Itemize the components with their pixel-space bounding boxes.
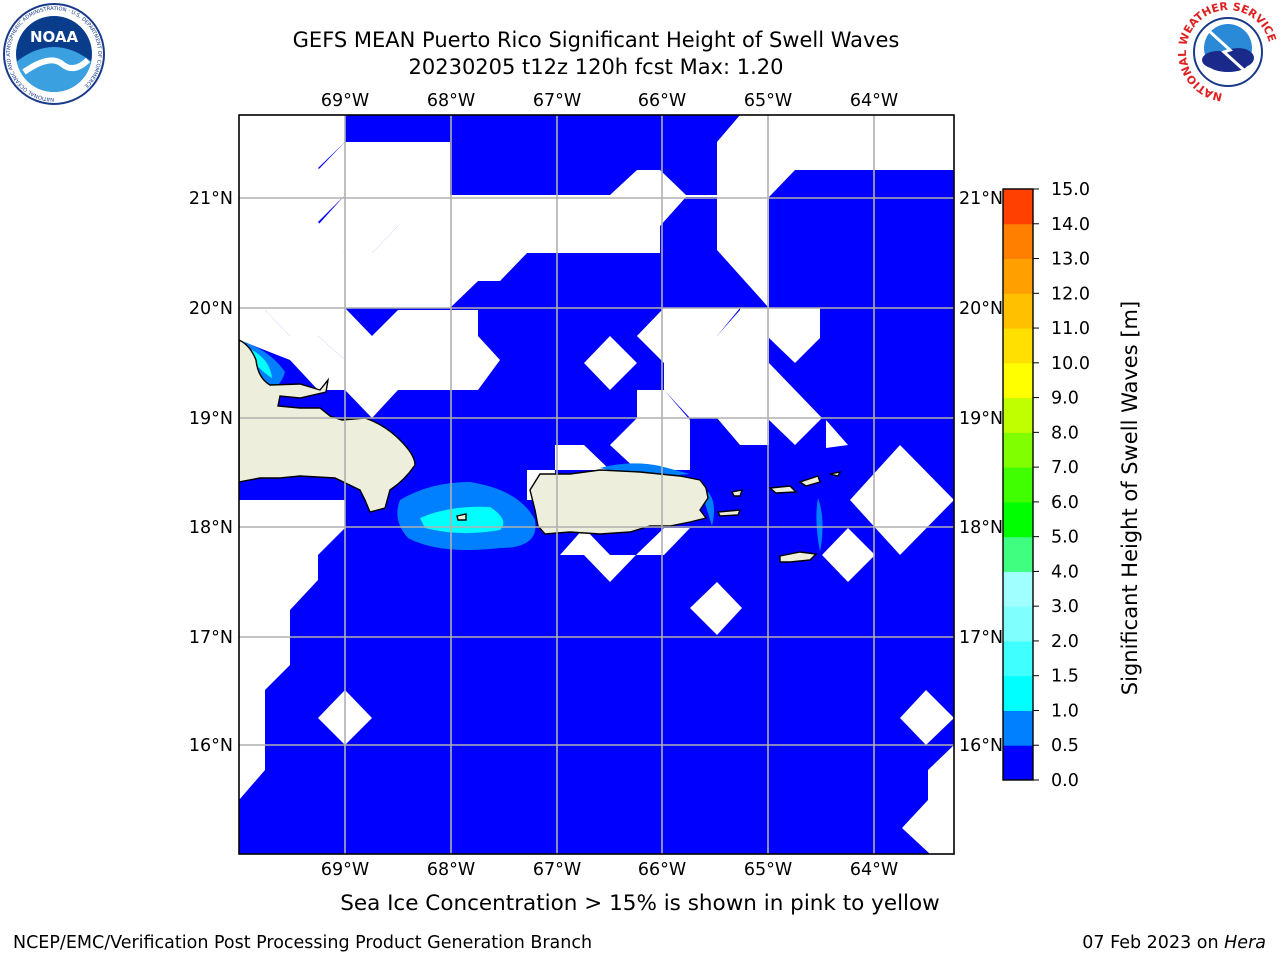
colorbar-tick-label: 5.0 bbox=[1051, 528, 1079, 548]
lon-tick-top: 64°W bbox=[850, 91, 898, 111]
culebra bbox=[730, 489, 744, 497]
colorbar-tick-label: 8.0 bbox=[1051, 423, 1079, 443]
lat-tick-left: 20°N bbox=[189, 299, 233, 319]
colorbar-segment bbox=[1003, 710, 1033, 746]
colorbar-frame bbox=[1002, 188, 1034, 781]
lat-tick-left: 21°N bbox=[189, 189, 233, 209]
lat-tick-right: 17°N bbox=[959, 628, 1003, 648]
st-thomas bbox=[768, 485, 798, 494]
anegada bbox=[829, 471, 842, 477]
colorbar-segment bbox=[1003, 258, 1033, 294]
map-title: GEFS MEAN Puerto Rico Significant Height… bbox=[292, 28, 900, 52]
colorbar-segment bbox=[1003, 223, 1033, 260]
colorbar-segment bbox=[1003, 328, 1033, 364]
colorbar-segment bbox=[1003, 606, 1033, 642]
lat-tick-right: 21°N bbox=[959, 189, 1003, 209]
footer-credit: NCEP/EMC/Verification Post Processing Pr… bbox=[13, 933, 593, 953]
colorbar-ticks: 15.0 14.0 13.0 12.0 11.0 10.0 9.0 8.0 7.0 6.0 5.0 4… bbox=[1033, 180, 1090, 791]
lat-tick-right: 18°N bbox=[959, 518, 1003, 538]
puerto-rico bbox=[529, 469, 709, 535]
lat-tick-left: 17°N bbox=[189, 628, 233, 648]
colorbar-tick-label: 14.0 bbox=[1051, 215, 1090, 235]
colorbar-segment bbox=[1003, 362, 1033, 399]
tortola bbox=[798, 475, 821, 487]
colorbar-segment bbox=[1003, 189, 1033, 225]
land bbox=[239, 339, 842, 563]
colorbar-segment bbox=[1003, 397, 1033, 433]
colorbar-tick-label: 0.5 bbox=[1051, 736, 1079, 756]
st-croix bbox=[779, 551, 818, 563]
footer-machine: Hera bbox=[1224, 933, 1266, 953]
lon-tick-bottom: 69°W bbox=[321, 860, 369, 880]
lon-tick-bottom: 68°W bbox=[427, 860, 475, 880]
vieques bbox=[716, 509, 742, 517]
lon-tick-top: 66°W bbox=[638, 91, 686, 111]
colorbar-segment bbox=[1003, 675, 1033, 711]
map-frame bbox=[238, 114, 955, 855]
lon-tick-bottom: 65°W bbox=[744, 860, 792, 880]
hispaniola bbox=[239, 339, 416, 513]
nws-logo: NATIONAL WEATHER SERVICE bbox=[1178, 2, 1278, 102]
colorbar-segment bbox=[1003, 745, 1033, 781]
map-subtitle: 20230205 t12z 120h fcst Max: 1.20 bbox=[408, 55, 784, 79]
lat-tick-right: 20°N bbox=[959, 299, 1003, 319]
colorbar-segment bbox=[1003, 536, 1033, 572]
lon-tick-top: 67°W bbox=[533, 91, 581, 111]
lon-tick-bottom: 66°W bbox=[638, 860, 686, 880]
mona-island bbox=[456, 513, 467, 521]
lat-tick-right: 19°N bbox=[959, 409, 1003, 429]
colorbar-tick-label: 2.0 bbox=[1051, 632, 1079, 652]
colorbar-tick-label: 12.0 bbox=[1051, 284, 1090, 304]
lon-tick-top: 68°W bbox=[427, 91, 475, 111]
footer-date-text: 07 Feb 2023 on bbox=[1082, 933, 1225, 953]
noaa-logo: NOAA NATIONAL OCEANIC AND ATMOSPHERIC AD… bbox=[3, 3, 105, 105]
lon-tick-top: 69°W bbox=[321, 91, 369, 111]
lon-tick-top: 65°W bbox=[744, 91, 792, 111]
colorbar-tick-label: 15.0 bbox=[1051, 180, 1090, 200]
colorbar-tick-label: 3.0 bbox=[1051, 597, 1079, 617]
colorbar-tick-label: 7.0 bbox=[1051, 458, 1079, 478]
colorbar-tick-label: 6.0 bbox=[1051, 493, 1079, 513]
colorbar-segment bbox=[1003, 501, 1033, 538]
colorbar-segment bbox=[1003, 432, 1033, 468]
colorbar-tick-label: 10.0 bbox=[1051, 354, 1090, 374]
graticule bbox=[239, 115, 954, 854]
lon-tick-bottom: 67°W bbox=[533, 860, 581, 880]
lon-tick-bottom: 64°W bbox=[850, 860, 898, 880]
colorbar-segment bbox=[1003, 640, 1033, 677]
colorbar-segment bbox=[1003, 571, 1033, 607]
footer-date: 07 Feb 2023 on Hera bbox=[1082, 933, 1266, 953]
colorbar-segment bbox=[1003, 293, 1033, 329]
colorbar-segments bbox=[1003, 189, 1033, 781]
colorbar-tick-label: 1.5 bbox=[1051, 667, 1079, 687]
lat-tick-left: 19°N bbox=[189, 409, 233, 429]
colorbar-tick-label: 13.0 bbox=[1051, 250, 1090, 270]
colorbar-tick-label: 1.0 bbox=[1051, 701, 1079, 721]
colorbar-tick-label: 9.0 bbox=[1051, 389, 1079, 409]
noaa-logo-text: NOAA bbox=[30, 28, 79, 46]
no-data-regions bbox=[239, 115, 954, 854]
swell-zone-hisp-cyan bbox=[252, 350, 272, 378]
sea-ice-note: Sea Ice Concentration > 15% is shown in … bbox=[340, 891, 940, 916]
lat-tick-left: 16°N bbox=[189, 736, 233, 756]
colorbar-tick-label: 0.0 bbox=[1051, 771, 1079, 791]
lat-tick-right: 16°N bbox=[959, 736, 1003, 756]
colorbar-label: Significant Height of Swell Waves [m] bbox=[1118, 300, 1142, 696]
colorbar-tick-label: 11.0 bbox=[1051, 319, 1090, 339]
swell-zone-anegada bbox=[816, 498, 823, 552]
colorbar-tick-label: 4.0 bbox=[1051, 562, 1079, 582]
colorbar-segment bbox=[1003, 467, 1033, 503]
lat-tick-left: 18°N bbox=[189, 518, 233, 538]
